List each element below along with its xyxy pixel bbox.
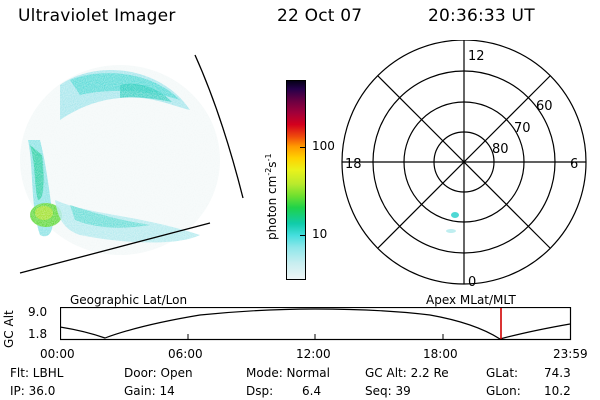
aurora-emission	[0, 40, 255, 285]
mlt-label-18: 18	[345, 157, 362, 172]
glon-label: GLon:	[486, 384, 521, 398]
colorbar-label-10: 10	[312, 227, 328, 241]
instrument-title: Ultraviolet Imager	[18, 6, 176, 26]
mlt-line-diag-2	[377, 75, 551, 249]
glon-value: 10.2	[544, 384, 571, 398]
timeline-x-label-1200: 12:00	[296, 347, 331, 361]
colorbar-tick-10	[300, 235, 305, 236]
date-label: 22 Oct 07	[277, 6, 363, 26]
lat-label-60: 60	[536, 99, 553, 114]
timeline-x-label-0600: 06:00	[168, 347, 203, 361]
altitude-curve	[60, 308, 571, 340]
filter-info: Flt: LBHL	[10, 366, 64, 380]
earth-limb-line	[194, 54, 244, 199]
timeline-y-bottom: 1.8	[28, 327, 48, 341]
timeline-x-label-1800: 18:00	[423, 347, 458, 361]
gc-alt-info: GC Alt: 2.2 Re	[365, 366, 449, 380]
altitude-timeline	[60, 307, 572, 341]
ip-info: IP: 36.0	[10, 384, 56, 398]
polar-plot: 12 0 18 6 60 70 80	[341, 40, 587, 290]
time-label: 20:36:33 UT	[428, 6, 535, 26]
timeline-right-title: Apex MLat/MLT	[426, 293, 516, 307]
horizon-line	[19, 222, 211, 274]
lat-label-80: 80	[492, 142, 509, 157]
polar-emission-spot	[451, 212, 459, 218]
timeline-x-label-2359: 23:59	[553, 347, 588, 361]
glat-value: 74.3	[544, 366, 571, 380]
mlt-label-6: 6	[570, 157, 578, 172]
glat-label: GLat:	[486, 366, 519, 380]
colorbar	[286, 80, 306, 280]
dsp-value: 6.4	[302, 384, 322, 398]
colorbar-units: photon cm-2s-1	[264, 153, 279, 240]
timeline-y-axis-label: GC Alt	[2, 310, 16, 348]
colorbar-tick-100	[300, 147, 305, 148]
timeline-y-top: 9.0	[28, 305, 48, 319]
colorbar-label-100: 100	[312, 139, 335, 153]
mlt-label-0: 0	[468, 275, 476, 290]
polar-emission-faint	[446, 229, 456, 233]
aurora-image	[0, 40, 255, 285]
timeline-x-label-0000: 00:00	[40, 347, 75, 361]
seq-info: Seq: 39	[365, 384, 411, 398]
timeline-left-title: Geographic Lat/Lon	[70, 293, 188, 307]
mlt-label-12: 12	[468, 49, 485, 64]
lat-label-70: 70	[514, 121, 531, 136]
gain-info: Gain: 14	[124, 384, 175, 398]
door-info: Door: Open	[124, 366, 193, 380]
mode-info: Mode: Normal	[246, 366, 330, 380]
dsp-label: Dsp:	[246, 384, 274, 398]
